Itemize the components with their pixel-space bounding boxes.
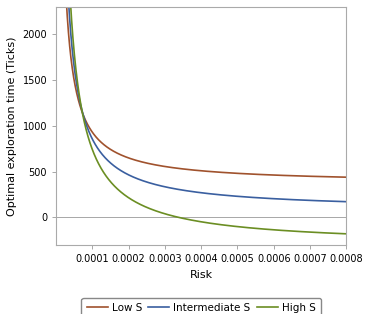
High S <box>307 230 312 234</box>
Intermediate S <box>344 200 349 203</box>
Low S <box>179 167 184 171</box>
Intermediate S <box>167 186 171 190</box>
Line: Low S: Low S <box>59 0 346 177</box>
Low S <box>90 130 94 133</box>
Intermediate S <box>307 198 312 202</box>
Low S <box>339 175 343 179</box>
Low S <box>344 175 349 179</box>
Line: High S: High S <box>59 0 346 234</box>
Y-axis label: Optimal exploration time (Ticks): Optimal exploration time (Ticks) <box>7 36 17 216</box>
High S <box>339 232 343 236</box>
Intermediate S <box>339 200 343 203</box>
Low S <box>307 174 312 178</box>
Legend: Low S, Intermediate S, High S: Low S, Intermediate S, High S <box>81 298 321 314</box>
Intermediate S <box>107 160 111 163</box>
High S <box>167 213 171 217</box>
Intermediate S <box>179 188 184 192</box>
Line: Intermediate S: Intermediate S <box>59 0 346 202</box>
High S <box>90 146 94 150</box>
High S <box>344 232 349 236</box>
Low S <box>107 146 111 150</box>
X-axis label: Risk: Risk <box>190 269 213 279</box>
Low S <box>167 165 171 169</box>
Intermediate S <box>90 136 94 140</box>
High S <box>107 178 111 181</box>
High S <box>179 216 184 220</box>
